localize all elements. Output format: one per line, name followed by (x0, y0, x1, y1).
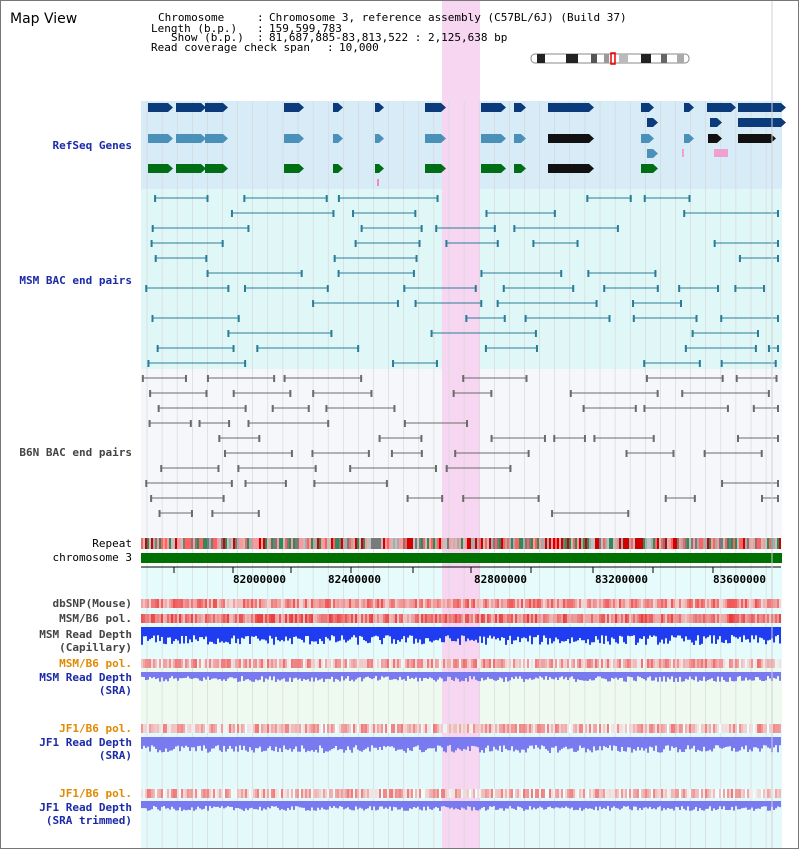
chromosome-label: chromosome 3 (52, 551, 132, 564)
gene-feature (548, 164, 589, 173)
gene-feature (708, 134, 717, 143)
gene-feature (710, 118, 717, 127)
gene-feature (333, 164, 338, 173)
gene-feature (176, 134, 201, 143)
gene-feature (176, 103, 201, 112)
chromosome-value: Chromosome 3, reference assembly (C57BL/… (269, 11, 627, 24)
gene-feature (333, 103, 338, 112)
gene-feature (514, 134, 521, 143)
gene-feature (333, 134, 338, 143)
repeat-track[interactable] (141, 538, 781, 549)
msm-depth-cap-label-2: (Capillary) (59, 641, 132, 654)
length-key: Length (b.p.) (151, 22, 238, 35)
gene-feature (684, 134, 689, 143)
chromosome-ideogram[interactable] (530, 52, 690, 65)
refseq-genes-label[interactable]: RefSeq Genes (52, 139, 132, 152)
gene-feature (148, 164, 168, 173)
gene-feature (738, 118, 781, 127)
gene-feature (684, 103, 689, 112)
gene-feature (284, 134, 299, 143)
msm-bac-label[interactable]: MSM BAC end pairs (19, 274, 132, 287)
gene-feature (205, 134, 223, 143)
heat-tracks (141, 599, 781, 798)
gene-feature (738, 134, 771, 143)
gene-feature (514, 164, 521, 173)
highlight-region[interactable] (442, 1, 480, 849)
show-value: 81,687,885-83,813,522 : 2,125,638 bp (269, 31, 508, 44)
gene-feature (682, 149, 684, 157)
repeat-label: Repeat (92, 537, 132, 550)
jf1-depth-sra-label-2: (SRA) (98, 749, 132, 762)
jf1-b6-pol-label-1[interactable]: JF1/B6 pol. (59, 722, 132, 735)
gene-feature (176, 164, 201, 173)
jf1-depth-trim-label-1[interactable]: JF1 Read Depth (39, 801, 132, 814)
gene-feature (548, 103, 589, 112)
msm-b6-pol-label-2[interactable]: MSM/B6 pol. (59, 657, 132, 670)
gene-feature (481, 164, 501, 173)
refseq-genes-layer (148, 103, 786, 186)
gene-feature (425, 164, 441, 173)
coordinate-axis (141, 566, 781, 573)
jf1-depth-sra-label-1[interactable]: JF1 Read Depth (39, 736, 132, 749)
dbsnp-label[interactable]: dbSNP(Mouse) (52, 597, 132, 610)
gene-feature (375, 164, 379, 173)
gene-feature (647, 149, 653, 158)
b6n-bac-layer (141, 375, 779, 517)
jf1-depth-trim-label-2: (SRA trimmed) (45, 814, 132, 827)
coverage-value: 10,000 (339, 41, 379, 54)
gene-feature (148, 134, 168, 143)
page-title: Map View (10, 11, 78, 27)
axis-tick-label: 83600000 (713, 573, 766, 586)
gene-feature (425, 103, 441, 112)
axis-tick-label: 82800000 (474, 573, 527, 586)
gene-feature (641, 134, 649, 143)
gene-feature (548, 134, 589, 143)
gene-feature (714, 149, 728, 157)
chromosome-key: Chromosome (158, 11, 225, 24)
gene-feature (647, 118, 653, 127)
gene-feature (284, 164, 299, 173)
gene-feature (707, 103, 731, 112)
msm-b6-pol-label-1[interactable]: MSM/B6 pol. (59, 612, 132, 625)
gene-feature (148, 103, 168, 112)
depth-tracks (141, 627, 781, 811)
gene-feature (738, 103, 781, 112)
gene-feature (641, 103, 649, 112)
gene-feature (481, 134, 501, 143)
gene-feature (375, 134, 379, 143)
gene-feature (377, 179, 379, 186)
gene-feature (425, 134, 441, 143)
axis-tick-label: 82000000 (233, 573, 286, 586)
gene-feature (481, 103, 501, 112)
gene-feature (284, 103, 299, 112)
coverage-key: Read coverage check span (151, 41, 310, 54)
jf1-b6-pol-label-2[interactable]: JF1/B6 pol. (59, 787, 132, 800)
gene-feature (205, 103, 223, 112)
length-value: 159,599,783 (269, 22, 342, 35)
msm-bac-layer (145, 195, 779, 367)
gene-feature (205, 164, 223, 173)
axis-tick-label: 82400000 (328, 573, 381, 586)
axis-tick-label: 83200000 (595, 573, 648, 586)
show-key: Show (b.p.) (171, 31, 244, 44)
msm-depth-sra-label-1[interactable]: MSM Read Depth (39, 671, 132, 684)
chromosome-bar[interactable] (141, 553, 782, 563)
b6n-bac-label[interactable]: B6N BAC end pairs (19, 446, 132, 459)
msm-depth-cap-label-1[interactable]: MSM Read Depth (39, 628, 132, 641)
gene-feature (375, 103, 379, 112)
gene-feature (641, 164, 653, 173)
msm-depth-sra-label-2: (SRA) (98, 684, 132, 697)
gene-feature (514, 103, 521, 112)
